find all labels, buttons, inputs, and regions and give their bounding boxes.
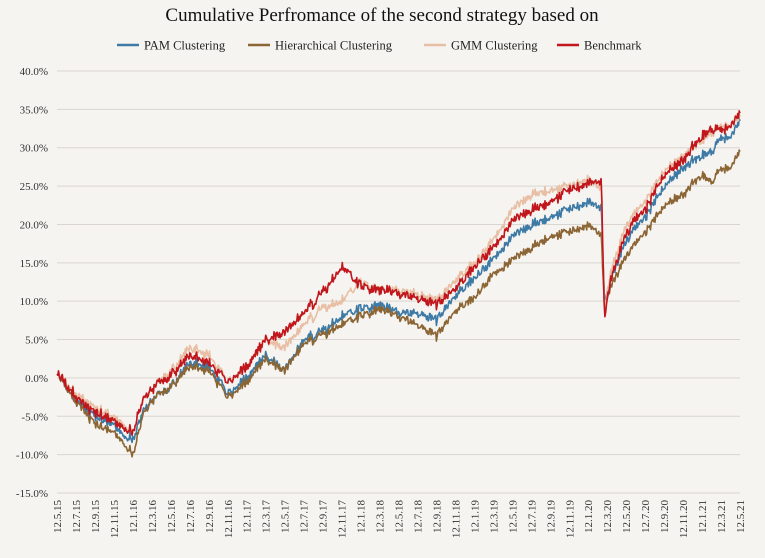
x-tick-label: 12.9.15 bbox=[90, 500, 102, 534]
x-tick-label: 12.9.20 bbox=[659, 500, 671, 534]
x-tick-label: 12.5.21 bbox=[735, 500, 747, 533]
x-tick-label: 12.3.18 bbox=[375, 500, 387, 534]
x-tick-label: 12.7.15 bbox=[71, 500, 83, 534]
x-tick-label: 12.9.19 bbox=[545, 500, 557, 534]
y-tick-label: 20.0% bbox=[20, 219, 48, 231]
y-tick-label: -10.0% bbox=[16, 450, 48, 462]
x-tick-label: 12.1.20 bbox=[583, 500, 595, 534]
x-tick-label: 12.11.16 bbox=[223, 500, 235, 539]
y-tick-label: 35.0% bbox=[20, 104, 48, 116]
x-tick-label: 12.5.19 bbox=[507, 500, 519, 534]
gridlines bbox=[57, 70, 740, 494]
x-tick-label: 12.1.16 bbox=[128, 500, 140, 534]
x-tick-label: 12.3.17 bbox=[261, 500, 273, 534]
x-tick-label: 12.9.17 bbox=[318, 500, 330, 534]
x-tick-label: 12.11.18 bbox=[450, 500, 462, 539]
x-tick-label: 12.7.17 bbox=[299, 500, 311, 534]
y-axis: 40.0% 35.0% 30.0% 25.0% 20.0% 15.0% 10.0% 5.0% 0… bbox=[16, 66, 48, 500]
legend-label: PAM Clustering bbox=[144, 39, 226, 53]
x-tick-label: 12.1.19 bbox=[469, 500, 481, 534]
x-axis: 12.5.15 12.7.15 12.9.15 12.11.15 12.1.16 12.3… bbox=[52, 499, 747, 538]
x-tick-label: 12.1.21 bbox=[697, 500, 709, 533]
series-layer bbox=[56, 110, 741, 458]
x-tick-label: 12.9.16 bbox=[204, 500, 216, 534]
y-tick-label: -5.0% bbox=[21, 411, 48, 423]
y-tick-label: -15.0% bbox=[16, 488, 48, 500]
x-tick-label: 12.11.15 bbox=[109, 500, 121, 539]
x-tick-label: 12.5.17 bbox=[280, 500, 292, 534]
x-tick-label: 12.3.20 bbox=[602, 500, 614, 534]
x-tick-label: 12.5.16 bbox=[166, 500, 178, 534]
y-tick-label: 5.0% bbox=[25, 335, 48, 347]
x-tick-label: 12.3.16 bbox=[147, 500, 159, 534]
x-tick-label: 12.11.17 bbox=[337, 500, 349, 539]
x-tick-label: 12.5.15 bbox=[52, 500, 64, 534]
x-tick-label: 12.3.21 bbox=[716, 500, 728, 533]
y-tick-label: 0.0% bbox=[25, 373, 48, 385]
y-tick-label: 10.0% bbox=[20, 296, 48, 308]
series-line-hierarchical-clustering bbox=[56, 149, 741, 458]
chart-title: Cumulative Perfromance of the second str… bbox=[165, 5, 599, 26]
x-tick-label: 12.5.20 bbox=[621, 500, 633, 534]
series-line-gmm-clustering bbox=[56, 113, 741, 436]
x-tick-label: 12.11.20 bbox=[678, 500, 690, 539]
x-tick-label: 12.7.20 bbox=[640, 500, 652, 534]
y-tick-label: 15.0% bbox=[20, 258, 48, 270]
x-tick-label: 12.5.18 bbox=[394, 500, 406, 534]
legend-label: Benchmark bbox=[584, 39, 642, 53]
legend-label: Hierarchical Clustering bbox=[275, 39, 393, 53]
x-tick-label: 12.11.19 bbox=[564, 500, 576, 539]
legend-label: GMM Clustering bbox=[451, 39, 538, 53]
x-tick-label: 12.9.18 bbox=[431, 500, 443, 534]
x-tick-label: 12.7.18 bbox=[412, 500, 424, 534]
x-tick-label: 12.7.19 bbox=[526, 500, 538, 534]
x-tick-label: 12.1.17 bbox=[242, 500, 254, 534]
chart-legend: PAM Clustering Hierarchical Clustering GMM… bbox=[117, 39, 642, 53]
x-tick-label: 12.1.18 bbox=[356, 500, 368, 534]
y-tick-label: 40.0% bbox=[20, 66, 48, 78]
series-line-benchmark bbox=[56, 110, 741, 437]
x-tick-label: 12.3.19 bbox=[488, 499, 500, 533]
x-tick-label: 12.7.16 bbox=[185, 500, 197, 534]
y-tick-label: 25.0% bbox=[20, 181, 48, 193]
y-tick-label: 30.0% bbox=[20, 143, 48, 155]
